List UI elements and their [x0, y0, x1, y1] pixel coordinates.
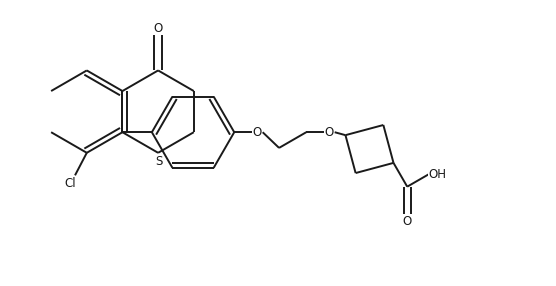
Text: O: O	[325, 126, 334, 139]
Text: S: S	[156, 155, 163, 168]
Text: O: O	[252, 126, 262, 139]
Text: Cl: Cl	[64, 177, 76, 190]
Text: OH: OH	[428, 168, 446, 181]
Text: O: O	[403, 215, 412, 228]
Text: O: O	[153, 21, 163, 35]
